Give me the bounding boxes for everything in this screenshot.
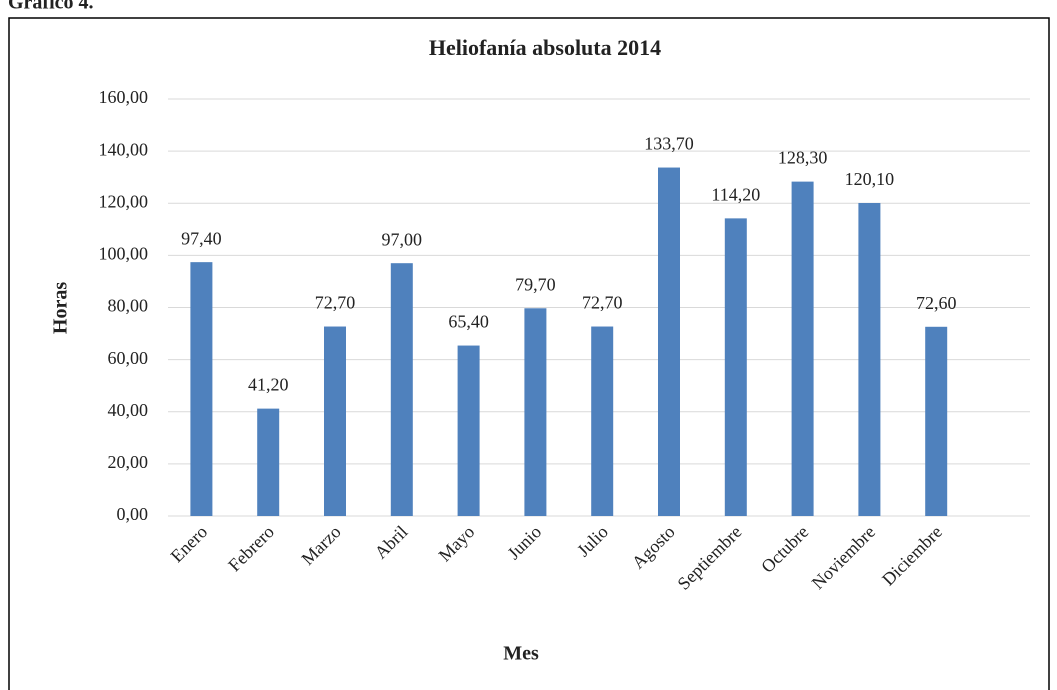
x-axis-label: Mes (503, 643, 539, 665)
y-tick-label: 80,00 (108, 296, 149, 316)
bar (257, 408, 280, 516)
value-label: 128,30 (778, 148, 828, 168)
value-label: 120,10 (845, 169, 895, 189)
x-tick-label: Octubre (757, 522, 812, 577)
x-tick-label: Marzo (297, 522, 344, 569)
value-label: 72,70 (315, 293, 356, 313)
x-tick-label: Agosto (628, 522, 679, 573)
bar (724, 218, 747, 516)
value-label: 133,70 (644, 134, 694, 154)
bar (324, 326, 346, 516)
x-tick-label: Septiembre (673, 522, 745, 594)
y-tick-label: 60,00 (108, 348, 149, 368)
bar (190, 262, 213, 516)
x-tick-label: Julio (573, 522, 612, 561)
bar (457, 345, 480, 516)
y-tick-label: 160,00 (99, 87, 149, 107)
bar (524, 308, 547, 516)
y-tick-label: 40,00 (108, 400, 149, 420)
y-tick-label: 100,00 (99, 244, 149, 264)
x-tick-label: Noviembre (808, 522, 879, 593)
bar (591, 326, 614, 516)
value-label: 41,20 (248, 375, 289, 395)
bar (791, 181, 814, 517)
chart-title: Heliofanía absoluta 2014 (429, 35, 661, 60)
value-label: 97,00 (382, 229, 423, 249)
value-label: 72,70 (582, 293, 623, 313)
bar (390, 263, 413, 516)
x-tick-label: Febrero (224, 522, 278, 576)
bar (858, 202, 881, 516)
bar (925, 326, 948, 516)
y-axis-label: Horas (50, 282, 72, 334)
value-label: 72,60 (916, 293, 957, 313)
value-label: 114,20 (711, 184, 760, 204)
x-tick-label: Mayo (435, 522, 479, 566)
figure-label: Gráfico 4. (8, 0, 94, 14)
bar (658, 167, 680, 516)
x-tick-label: Junio (503, 522, 545, 564)
x-tick-label: Diciembre (878, 522, 946, 590)
value-label: 65,40 (448, 312, 489, 332)
chart-border (8, 17, 1050, 690)
x-tick-label: Abril (371, 522, 412, 563)
x-tick-label: Enero (167, 522, 212, 567)
value-label: 97,40 (181, 228, 222, 248)
y-tick-label: 0,00 (117, 504, 149, 524)
y-tick-label: 140,00 (99, 139, 149, 159)
value-label: 79,70 (515, 274, 556, 294)
y-tick-label: 20,00 (108, 452, 149, 472)
y-tick-label: 120,00 (99, 191, 149, 211)
